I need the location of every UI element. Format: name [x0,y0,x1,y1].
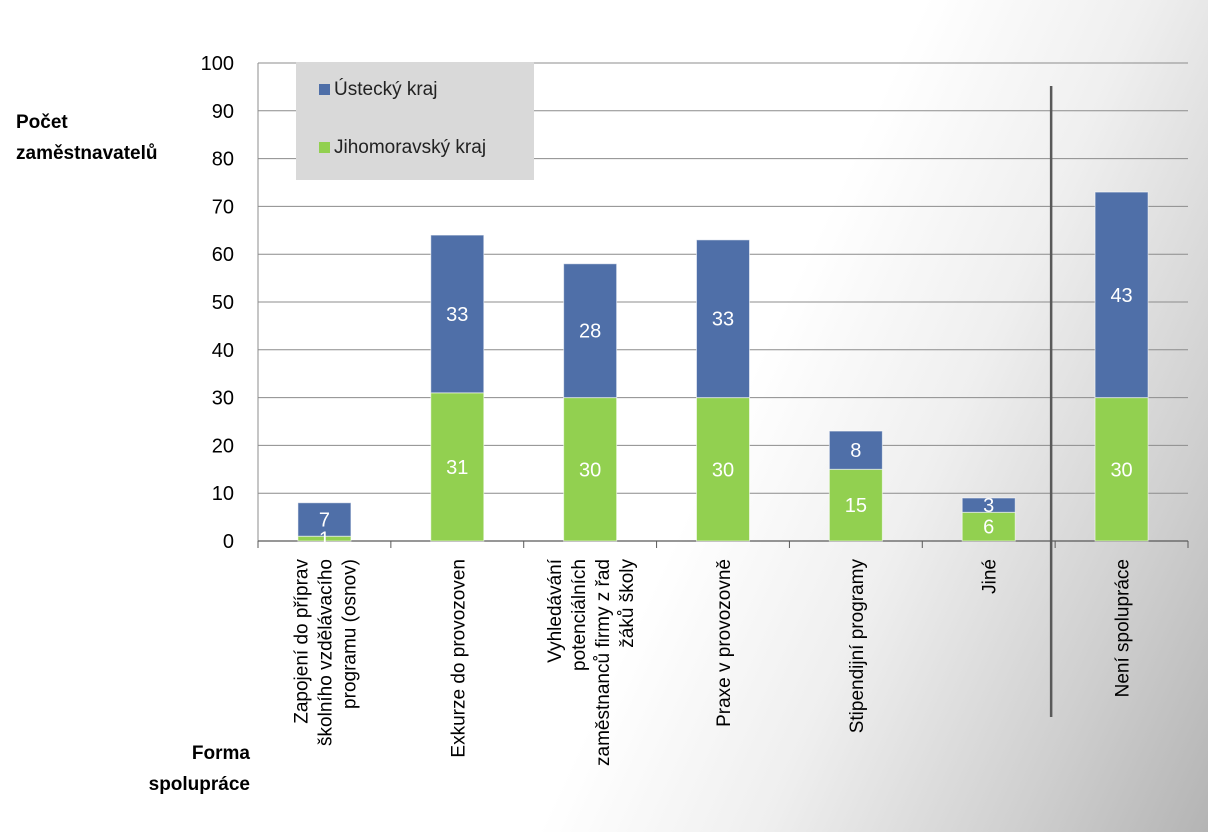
x-axis-title: spolupráce [149,774,250,795]
legend: Ústecký kraj Jihomoravský kraj [296,62,534,180]
data-label: 43 [1110,285,1132,307]
bar-ustecky [961,497,1016,513]
category-label-line: potenciálních [569,559,590,671]
bars [297,191,1149,542]
category-label: Není spolupráce [1113,559,1134,697]
bar-jihomoravsky [828,468,883,542]
y-tick-label: 90 [212,101,234,123]
data-label: 15 [845,495,867,517]
data-labels: 17 31 33 30 28 30 33 15 8 63 30 43 [319,285,1133,551]
y-tick-label: 100 [201,53,234,75]
category-labels: Zapojení do příprav školního vzdělávacího… [291,558,1133,766]
data-label: 1 [319,529,330,551]
legend-swatch [319,84,330,95]
data-label: 28 [579,321,601,343]
y-tick-label: 70 [212,196,234,218]
category-label-line: Jiné [980,559,1001,594]
y-tick-label: 10 [212,483,234,505]
data-label: 31 [446,457,468,479]
data-label: 6 [983,517,994,539]
bar-ustecky [1094,191,1149,399]
data-label: 30 [712,459,734,481]
category-label: Praxe v provozovně [714,559,735,727]
bar-jihomoravsky [961,511,1016,542]
y-axis-title: Počet [16,112,68,133]
category-label-line: žáků školy [617,559,638,648]
category-label-line: Stipendijní programy [847,559,868,734]
category-label-line: Není spolupráce [1113,559,1134,697]
data-label: 8 [850,440,861,462]
bar-ustecky [430,234,485,394]
legend-label: Ústecký kraj [334,78,437,100]
bar-jihomoravsky [696,397,750,542]
y-tick-label: 50 [212,292,234,314]
category-label-line: programu (osnov) [339,559,360,709]
category-label: Exkurze do provozoven [448,559,469,758]
bar-jihomoravsky [430,392,485,542]
category-label-line: Vyhledávání [545,558,566,663]
category-label-line: školního vzdělávacího [315,559,336,746]
category-label: Jiné [980,559,1001,594]
y-tick-label: 40 [212,340,234,362]
y-tick-label: 60 [212,244,234,266]
category-label-line: Zapojení do příprav [291,559,312,724]
category-label: Zapojení do příprav školního vzdělávacího… [291,559,360,746]
bar-ustecky [828,430,883,470]
x-axis-title: Forma [192,743,251,764]
data-label: 33 [712,309,734,331]
data-label: 30 [579,459,601,481]
y-tick-label: 20 [212,435,234,457]
bar-jihomoravsky [563,397,618,542]
data-label: 3 [983,495,994,517]
bar-ustecky [297,502,352,537]
legend-label: Jihomoravský kraj [334,137,486,158]
y-tick-label: 0 [223,531,234,553]
bar-ustecky [563,263,618,399]
legend-box [296,62,534,180]
category-label-line: zaměstnanců firmy z řad [593,559,614,766]
axis-titles: Počet zaměstnavatelů Forma spolupráce [16,112,250,795]
category-label: Stipendijní programy [847,559,868,734]
bar-jihomoravsky [1094,397,1149,542]
y-axis-title: zaměstnavatelů [16,143,158,164]
category-label: Vyhledávání potenciálních zaměstnanců firm… [545,558,638,766]
category-label-line: Praxe v provozovně [714,559,735,727]
data-label: 33 [446,304,468,326]
data-label: 7 [319,509,330,531]
legend-swatch [319,142,330,153]
bar-ustecky [696,239,750,399]
axes: 0 10 20 30 40 50 60 70 80 90 100 [201,53,1189,717]
data-label: 30 [1110,459,1132,481]
y-tick-label: 30 [212,388,234,410]
category-label-line: Exkurze do provozoven [448,559,469,758]
y-tick-label: 80 [212,149,234,171]
